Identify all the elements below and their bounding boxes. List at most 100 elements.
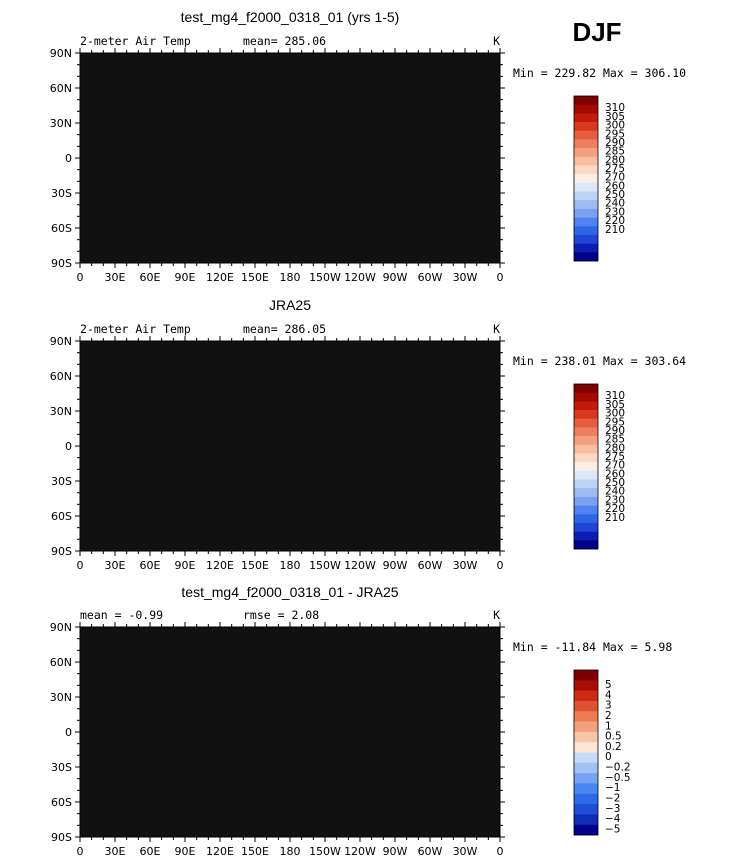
panel-title: test_mg4_f2000_0318_01 (yrs 1-5)	[181, 9, 400, 25]
x-tick-label: 150E	[241, 271, 269, 284]
colorbar-label: 230	[605, 206, 625, 218]
colorbar-swatch	[574, 540, 598, 550]
x-tick-label: 120E	[206, 845, 234, 858]
y-tick-label: 90N	[50, 335, 72, 348]
colorbar-swatch	[574, 814, 598, 825]
colorbar-label: 3	[605, 700, 612, 712]
colorbar-label: 310	[605, 390, 625, 402]
colorbar-label: 260	[605, 180, 625, 192]
colorbar-label: 305	[605, 111, 625, 123]
colorbar-label: 4	[605, 689, 612, 701]
colorbar-label: 290	[605, 137, 625, 149]
colorbar-label: 310	[605, 102, 625, 114]
x-tick-label: 120W	[344, 559, 376, 572]
colorbar-swatch	[574, 680, 598, 691]
colorbar-label: 210	[605, 224, 625, 236]
units-label: K	[493, 608, 500, 622]
x-tick-label: 150E	[241, 559, 269, 572]
colorbar-swatch	[574, 496, 598, 506]
x-tick-label: 90E	[175, 845, 196, 858]
panel-3: test_mg4_f2000_0318_01 - JRA25 mean = -0.…	[50, 584, 673, 858]
x-tick-label: 120E	[206, 271, 234, 284]
center-label: mean= 286.05	[243, 322, 326, 336]
x-tick-label: 90W	[383, 559, 408, 572]
y-tick-label: 90S	[51, 545, 72, 558]
x-tick-label: 60E	[140, 559, 161, 572]
y-tick-label: 30N	[50, 691, 72, 704]
colorbar-swatch	[574, 156, 598, 166]
colorbar-swatch	[574, 436, 598, 446]
min-max-stats: Min = -11.84 Max = 5.98	[513, 640, 672, 654]
colorbar-swatch	[574, 96, 598, 105]
x-tick-label: 60W	[418, 559, 443, 572]
colorbar-swatch	[574, 384, 598, 393]
colorbar-label: 5	[605, 679, 612, 691]
y-tick-label: 60S	[51, 510, 72, 523]
colorbar-swatch	[574, 410, 598, 420]
colorbar-swatch	[574, 191, 598, 201]
colorbar-label: 270	[605, 460, 625, 472]
colorbar-swatch	[574, 793, 598, 805]
colorbar-label: 260	[605, 468, 625, 480]
colorbar-label: −2	[605, 793, 620, 805]
colorbar-swatch	[574, 427, 598, 437]
colorbar-swatch	[574, 174, 598, 184]
colorbar-label: 250	[605, 477, 625, 489]
coastlines	[80, 633, 500, 837]
colorbar-swatch	[574, 113, 598, 123]
colorbar-label: −4	[605, 813, 621, 825]
colorbar-swatch	[574, 130, 598, 140]
x-tick-label: 90W	[383, 845, 408, 858]
colorbar-label: 285	[605, 146, 625, 158]
y-tick-label: 30S	[51, 761, 72, 774]
colorbar-label: 280	[605, 154, 625, 166]
x-tick-label: 0	[497, 845, 504, 858]
colorbar-swatch	[574, 721, 598, 733]
left-label: 2-meter Air Temp	[80, 34, 191, 48]
x-tick-label: 150E	[241, 845, 269, 858]
x-tick-label: 60W	[418, 271, 443, 284]
colorbar-swatch	[574, 401, 598, 411]
x-tick-label: 90E	[175, 271, 196, 284]
y-tick-label: 90S	[51, 257, 72, 270]
x-tick-label: 120E	[206, 559, 234, 572]
colorbar-swatch	[574, 208, 598, 218]
x-tick-label: 30W	[453, 271, 478, 284]
units-label: K	[493, 34, 500, 48]
y-tick-label: 0	[65, 726, 72, 739]
x-tick-label: 30W	[453, 845, 478, 858]
colorbar-label: −0.5	[605, 772, 631, 784]
x-tick-label: 0	[77, 271, 84, 284]
colorbar-swatch	[574, 711, 598, 722]
y-tick-label: 60S	[51, 222, 72, 235]
colorbar-swatch	[574, 217, 598, 227]
colorbar: 3103053002952902852802752702602502402302…	[573, 95, 625, 262]
colorbar-swatch	[574, 243, 598, 253]
colorbar-swatch	[574, 824, 598, 836]
colorbar-label: 285	[605, 434, 625, 446]
map-field: 0 30E 60E 90E 120E 150E 180 150W 120W 90W 60W 30W 09…	[50, 47, 505, 284]
colorbar-label: −1	[605, 782, 620, 794]
colorbar: 3103053002952902852802752702602502402302…	[573, 383, 625, 550]
x-tick-label: 30E	[105, 845, 126, 858]
colorbar-swatch	[574, 200, 598, 210]
colorbar-label: 305	[605, 399, 625, 411]
colorbar-label: 230	[605, 494, 625, 506]
x-tick-label: 0	[497, 559, 504, 572]
colorbar-swatch	[574, 234, 598, 244]
colorbar-swatch	[574, 531, 598, 541]
colorbar-label: 240	[605, 486, 625, 498]
panel-2: JRA25 2-meter Air Temp mean= 286.05 K 0 30E 60…	[50, 297, 686, 572]
x-tick-label: 150W	[309, 271, 341, 284]
colorbar-swatch	[574, 122, 598, 132]
left-label: mean = -0.99	[80, 608, 163, 622]
colorbar-swatch	[574, 700, 598, 712]
colorbar-swatch	[574, 418, 598, 428]
x-tick-label: 180	[280, 271, 301, 284]
colorbar-label: 1	[605, 720, 612, 732]
map-field: 0 30E 60E 90E 120E 150E 180 150W 120W 90W 60W 30W 09…	[50, 621, 505, 858]
map-field: 0 30E 60E 90E 120E 150E 180 150W 120W 90W 60W 30W 09…	[50, 335, 505, 572]
y-tick-label: 90S	[51, 831, 72, 844]
colorbar-swatch	[574, 182, 598, 192]
colorbar-swatch	[574, 752, 598, 764]
